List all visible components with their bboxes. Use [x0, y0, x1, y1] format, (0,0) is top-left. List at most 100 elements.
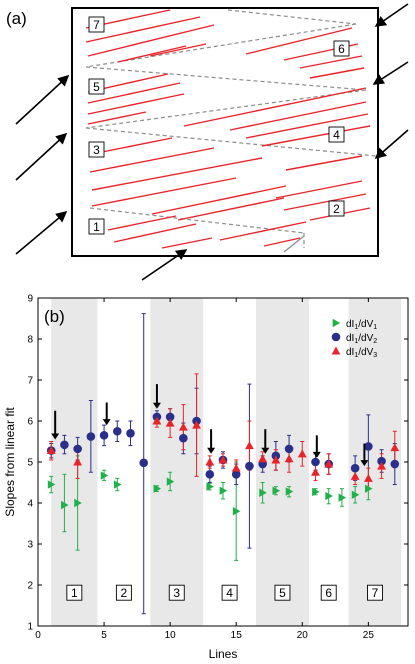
data-point-series-1 [100, 471, 109, 480]
data-point-series-1 [74, 498, 82, 508]
data-point-series-2 [60, 440, 69, 450]
data-point-series-3 [311, 467, 320, 476]
data-point-series-2 [112, 426, 122, 436]
section-box [115, 584, 132, 601]
arrow-icon [15, 132, 68, 181]
data-point-series-3 [350, 471, 360, 480]
data-point-series-1 [259, 488, 267, 497]
y-tick-label: 5 [27, 458, 33, 469]
arrow-icon [372, 61, 409, 85]
section-number: 7 [372, 586, 379, 600]
data-point-series-1 [61, 500, 69, 510]
section-1-box: 1 [88, 218, 105, 235]
section-3-label: 3 [93, 143, 100, 157]
section-4-box: 4 [328, 126, 345, 143]
x-axis-label: Lines [209, 647, 238, 661]
arrow-icon [374, 3, 409, 27]
data-point-series-3 [178, 422, 188, 431]
section-6-box: 6 [333, 40, 350, 57]
section-number: 6 [325, 586, 332, 600]
data-point-series-3 [192, 420, 201, 429]
arrow-icon [15, 74, 70, 125]
y-tick-label: 1 [27, 622, 33, 633]
shaded-bands [51, 298, 402, 626]
down-arrow-head [312, 451, 321, 458]
data-point-series-1 [364, 484, 373, 493]
data-point-series-3 [231, 463, 241, 472]
section-box [367, 584, 383, 601]
section-labels: 1 2 3 4 5 6 7 [66, 584, 383, 601]
data-point-series-2 [311, 457, 320, 467]
x-tick-label: 15 [231, 630, 243, 641]
edge-arrows [51, 384, 369, 467]
legend-marker [332, 318, 341, 328]
data-point-series-1 [166, 477, 175, 486]
x-tick-label: 10 [165, 630, 177, 641]
data-point-series-2 [86, 432, 96, 441]
data-point-series-3 [46, 446, 56, 455]
section-box [66, 584, 83, 601]
data-point-series-3 [152, 416, 162, 425]
panel-a: (a) [6, 3, 409, 281]
section-number: 2 [121, 586, 128, 600]
incoming-arrows [15, 3, 409, 281]
section-5-box: 5 [88, 78, 105, 95]
x-tick-label: 5 [101, 630, 107, 641]
data-point-series-2 [205, 470, 215, 479]
legend-entry: dI1/dV3 [346, 347, 377, 359]
section-7-label: 7 [93, 18, 100, 32]
legend-marker [331, 346, 341, 355]
arrow-icon [141, 249, 188, 281]
data-point-series-3 [218, 455, 228, 464]
data-point-series-2 [284, 444, 294, 454]
legend-entry: dI1/dV1 [346, 319, 377, 331]
arrow-icon [374, 129, 409, 160]
data-point-series-3 [377, 461, 386, 470]
data-point-series-2 [126, 429, 135, 438]
data-point-series-3 [73, 457, 83, 466]
data-point-series-2 [99, 431, 109, 440]
arrow-icon [15, 210, 68, 255]
data-point-series-3 [363, 474, 373, 482]
data-point-series-1 [219, 486, 228, 495]
section-7-box: 7 [88, 16, 105, 33]
down-arrow-head [261, 447, 270, 454]
data-point-series-1 [47, 480, 56, 489]
y-tick-label: 3 [27, 540, 33, 551]
data-point-series-1 [312, 487, 320, 497]
section-number: 1 [71, 586, 78, 600]
data-point-series-1 [153, 484, 162, 493]
down-arrow-head [152, 402, 161, 409]
section-2-box: 2 [328, 200, 345, 217]
data-point-series-1 [325, 491, 333, 501]
down-arrow-head [102, 419, 111, 426]
y-tick-label: 2 [27, 581, 33, 592]
section-number: 3 [173, 586, 180, 600]
panel-a-label: (a) [6, 9, 27, 28]
data-point-series-3 [390, 443, 400, 452]
section-box [168, 584, 185, 601]
section-6-label: 6 [338, 42, 345, 56]
legend: dI1/dV1 dI1/dV2 dI1/dV3 [331, 318, 377, 359]
data-point-series-3 [258, 454, 268, 463]
data-point-series-1 [338, 493, 347, 502]
data-point-series-2 [364, 442, 373, 451]
legend-marker [331, 332, 341, 342]
y-tick-label: 8 [27, 335, 33, 346]
data-point-series-3 [205, 457, 215, 466]
data-point-series-3 [324, 459, 334, 468]
data-point-series-1 [285, 487, 294, 496]
data-point-series-1 [206, 482, 214, 491]
section-number: 5 [279, 586, 286, 600]
scan-path [85, 9, 377, 248]
x-tick-label: 20 [297, 630, 309, 641]
data-point-series-2 [139, 458, 149, 468]
x-tick-label: 25 [363, 630, 375, 641]
scan-path-end [283, 235, 305, 253]
data-point-series-2 [390, 459, 400, 469]
data-point-series-2 [245, 461, 254, 471]
section-4-label: 4 [333, 128, 340, 142]
data-point-series-3 [245, 441, 254, 450]
